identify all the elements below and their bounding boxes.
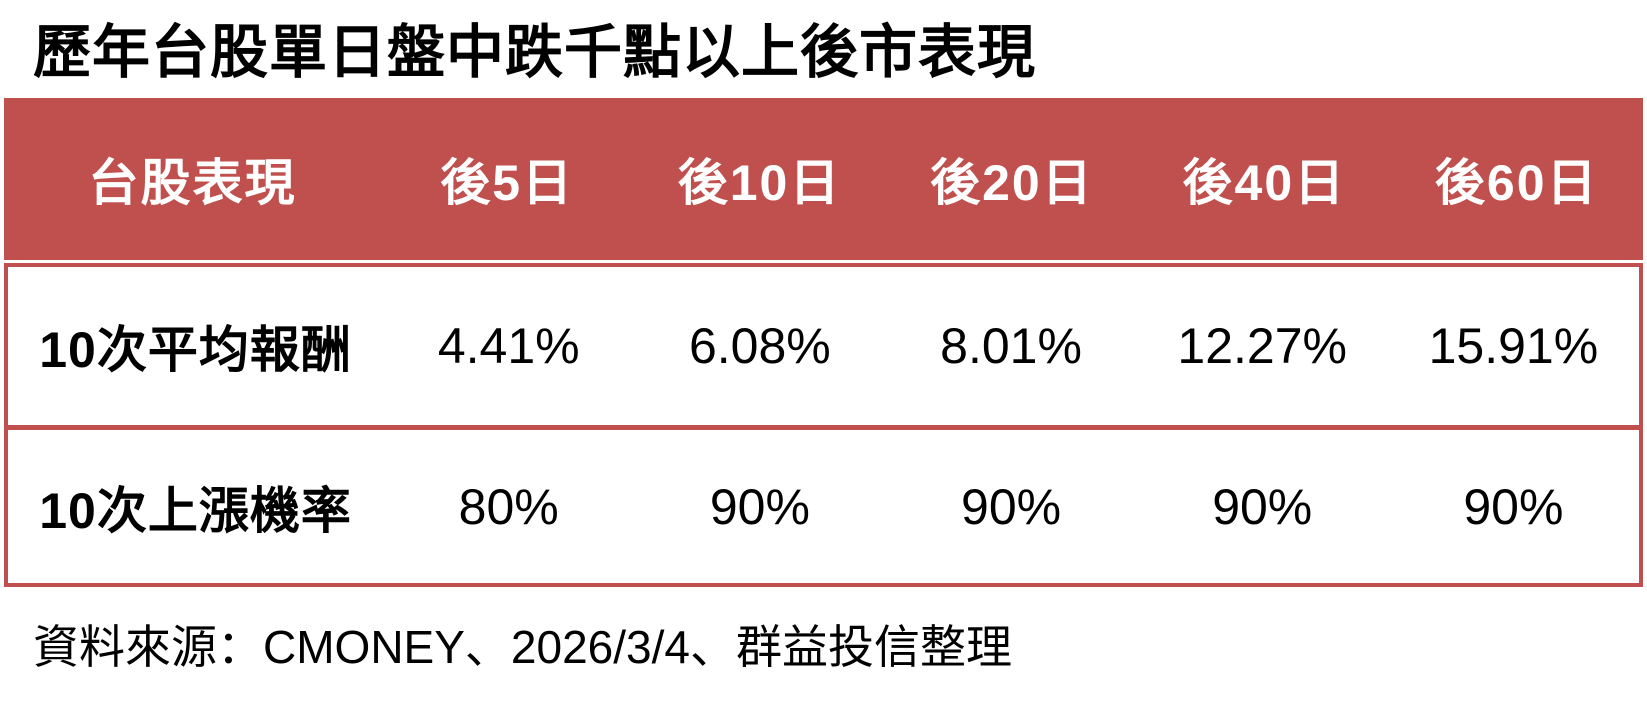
- value-cell: 8.01%: [940, 318, 1082, 374]
- row-label-average-return: 10次平均報酬: [39, 322, 352, 378]
- value-cell: 90%: [961, 478, 1062, 535]
- table-header-row: 台股表現 後5日 後10日 後20日 後40日 後60日: [4, 98, 1643, 260]
- value-cell: 90%: [1212, 478, 1313, 535]
- value-cell: 90%: [709, 478, 810, 535]
- header-cell-metric: 台股表現: [88, 155, 297, 211]
- header-cell-after-5d: 後5日: [440, 155, 575, 211]
- header-cell-after-20d: 後20日: [930, 155, 1094, 211]
- value-cell: 6.08%: [688, 318, 831, 374]
- table-body: 10次平均報酬 4.41% 6.08% 8.01% 12.27% 15.91% …: [4, 263, 1643, 587]
- value-cell: 90%: [1463, 478, 1564, 535]
- performance-table: 台股表現 後5日 後10日 後20日 後40日 後60日 10次平均報酬 4.4…: [4, 98, 1643, 587]
- value-cell: 12.27%: [1177, 318, 1348, 374]
- value-cell: 4.41%: [437, 318, 580, 374]
- row-label-up-probability: 10次上漲機率: [39, 482, 352, 539]
- source-note: 資料來源：CMONEY、2026/3/4、群益投信整理: [33, 621, 1012, 673]
- value-cell: 80%: [458, 478, 559, 535]
- table-row-average-return: 10次平均報酬 4.41% 6.08% 8.01% 12.27% 15.91%: [8, 267, 1639, 425]
- header-cell-after-60d: 後60日: [1434, 155, 1599, 211]
- value-cell: 15.91%: [1428, 318, 1599, 374]
- header-cell-after-10d: 後10日: [677, 155, 842, 211]
- page-title: 歷年台股單日盤中跌千點以上後市表現: [33, 20, 1037, 85]
- header-cell-after-40d: 後40日: [1182, 155, 1347, 211]
- table-row-up-probability: 10次上漲機率 80% 90% 90% 90% 90%: [8, 425, 1639, 583]
